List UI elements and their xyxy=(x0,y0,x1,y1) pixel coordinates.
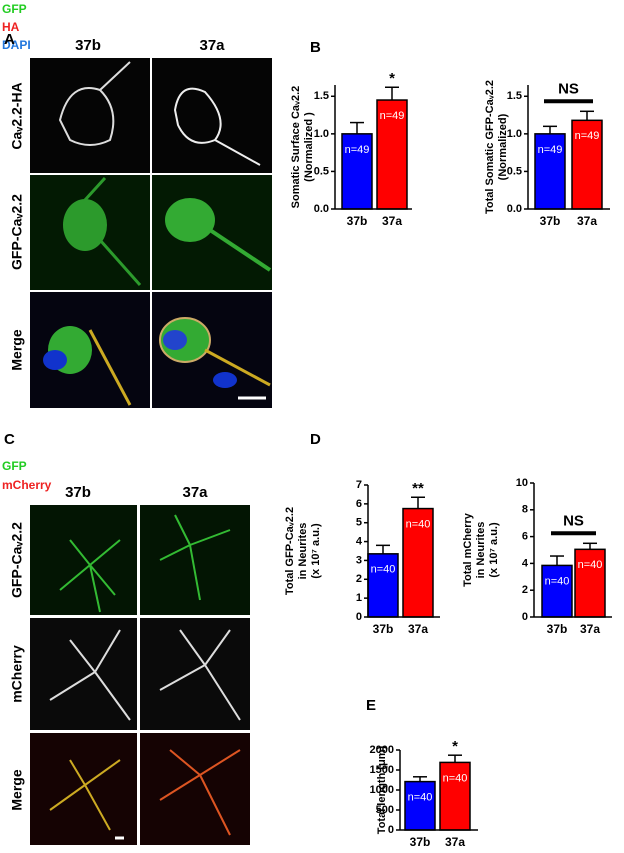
bar-label: n=40 xyxy=(545,575,570,587)
y-tick-label: 1.0 xyxy=(314,128,329,140)
bar-label: n=40 xyxy=(578,559,603,571)
y-axis-label: Total Somatic GFP-Caᵥ2.2 xyxy=(484,80,496,214)
channel-label: GFP xyxy=(2,2,27,16)
panel-label: C xyxy=(4,431,15,448)
y-tick-label: 1.5 xyxy=(314,90,329,102)
column-label: 37a xyxy=(182,484,208,501)
bar-label: n=49 xyxy=(380,110,405,122)
y-axis-label: in Neurites xyxy=(297,523,309,580)
y-axis-label: Total GFP-Caᵥ2.2 xyxy=(284,507,296,595)
bar-label: n=40 xyxy=(406,518,431,530)
bar xyxy=(367,553,399,618)
panel-label: D xyxy=(310,431,321,448)
y-tick-label: 1000 xyxy=(370,784,394,796)
bar xyxy=(439,761,471,831)
y-tick-label: 0.5 xyxy=(507,165,522,177)
y-tick-label: 1500 xyxy=(370,764,394,776)
x-tick-label: 37a xyxy=(408,622,428,636)
panel-label: B xyxy=(310,39,321,56)
y-tick-label: 0.0 xyxy=(314,203,329,215)
y-axis-label: (x 10⁷ a.u.) xyxy=(310,523,322,579)
row-label: GFP-Caᵥ2.2 xyxy=(9,522,25,598)
bar-label: n=49 xyxy=(345,144,370,156)
row-label: Merge xyxy=(9,329,25,370)
y-tick-label: 7 xyxy=(356,479,362,491)
bar-label: n=40 xyxy=(408,792,433,804)
y-tick-label: 2 xyxy=(522,584,528,596)
panel-label: A xyxy=(4,31,15,48)
y-tick-label: 1.0 xyxy=(507,128,522,140)
y-tick-label: 5 xyxy=(356,517,362,529)
bar-label: n=40 xyxy=(443,772,468,784)
y-tick-label: 10 xyxy=(516,477,528,489)
y-axis-label: (x 10⁷ a.u.) xyxy=(488,522,500,578)
column-label: 37b xyxy=(65,484,91,501)
channel-label: mCherry xyxy=(2,478,52,492)
y-tick-label: 1 xyxy=(356,592,362,604)
bar-label: n=49 xyxy=(575,130,600,142)
bar-label: n=49 xyxy=(538,144,563,156)
y-tick-label: 0.0 xyxy=(507,203,522,215)
y-axis-label: (Normalized ) xyxy=(303,112,315,182)
row-label: Merge xyxy=(9,769,25,810)
y-tick-label: 4 xyxy=(522,557,529,569)
x-tick-label: 37b xyxy=(410,835,431,849)
bar xyxy=(541,564,573,618)
y-tick-label: 0 xyxy=(388,824,394,836)
x-tick-label: 37a xyxy=(577,214,597,228)
y-tick-label: 6 xyxy=(356,498,362,510)
y-tick-label: 8 xyxy=(522,504,528,516)
significance-label: * xyxy=(389,70,395,87)
y-axis-label: Total length (μm) xyxy=(376,745,388,834)
x-tick-label: 37b xyxy=(347,214,368,228)
bar xyxy=(341,133,373,210)
x-tick-label: 37a xyxy=(445,835,465,849)
y-tick-label: 0.5 xyxy=(314,165,329,177)
row-label: Caᵥ2.2-HA xyxy=(9,82,25,149)
significance-label: NS xyxy=(558,80,579,97)
micrographs-c xyxy=(30,505,250,845)
x-tick-label: 37b xyxy=(540,214,561,228)
y-axis-label: in Neurites xyxy=(475,522,487,579)
x-tick-label: 37a xyxy=(580,622,600,636)
y-tick-label: 6 xyxy=(522,531,528,543)
significance-label: * xyxy=(452,738,458,755)
bar-label: n=40 xyxy=(371,564,396,576)
y-tick-label: 2000 xyxy=(370,744,394,756)
y-axis-label: Somatic Surface Caᵥ2.2 xyxy=(290,86,302,209)
bar xyxy=(404,780,436,831)
bar xyxy=(402,507,434,618)
significance-label: ** xyxy=(412,480,424,497)
row-label: mCherry xyxy=(9,645,25,703)
y-tick-label: 2 xyxy=(356,573,362,585)
row-label: GFP-Caᵥ2.2 xyxy=(9,194,25,270)
micrographs-a xyxy=(30,58,272,408)
channel-label: DAPI xyxy=(2,38,31,52)
y-axis-label: Total mCherry xyxy=(462,512,474,587)
panel-label: E xyxy=(366,697,376,714)
y-tick-label: 0 xyxy=(522,611,528,623)
column-label: 37b xyxy=(75,37,101,54)
y-axis-label: (Normalized) xyxy=(497,113,509,180)
channel-label: GFP xyxy=(2,459,27,473)
x-tick-label: 37b xyxy=(373,622,394,636)
y-tick-label: 1.5 xyxy=(507,90,522,102)
y-tick-label: 4 xyxy=(356,535,363,547)
column-label: 37a xyxy=(199,37,225,54)
y-tick-label: 500 xyxy=(376,804,394,816)
y-tick-label: 0 xyxy=(356,611,362,623)
channel-label: HA xyxy=(2,20,20,34)
x-tick-label: 37a xyxy=(382,214,402,228)
y-tick-label: 3 xyxy=(356,554,362,566)
x-tick-label: 37b xyxy=(547,622,568,636)
significance-label: NS xyxy=(563,512,584,529)
